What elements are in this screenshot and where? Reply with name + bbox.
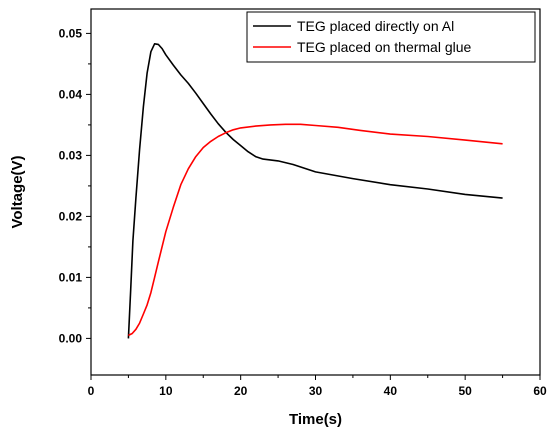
y-tick-label: 0.01 [59, 270, 83, 284]
legend-box [246, 11, 536, 63]
x-tick-label: 10 [159, 384, 173, 398]
axis-tick-labels: 0 10 20 30 40 50 60 0.00 0.01 0.02 0.03 0.04 0.05 [59, 26, 547, 398]
x-axis-title: Time(s) [289, 411, 342, 428]
y-axis-title: Voltage(V) [9, 155, 26, 228]
x-tick-label: 30 [309, 384, 323, 398]
legend-label-teg-on-glue: TEG placed on thermal glue [297, 39, 472, 55]
x-tick-label: 20 [234, 384, 248, 398]
plot-lines [127, 43, 503, 339]
y-tick-label: 0.05 [59, 26, 83, 40]
legend: TEG placed directly on Al TEG placed on … [246, 11, 536, 63]
legend-label-teg-on-al: TEG placed directly on Al [297, 18, 454, 34]
axis-ticks [86, 32, 541, 380]
plot-frame [90, 8, 541, 376]
x-tick-label: 50 [458, 384, 472, 398]
y-tick-label: 0.03 [59, 148, 83, 162]
x-tick-label: 0 [88, 384, 95, 398]
y-tick-label: 0.04 [59, 87, 83, 101]
series-line-teg-on-glue [128, 123, 503, 337]
y-tick-label: 0.02 [59, 209, 83, 223]
series-line-teg-on-al [127, 43, 503, 339]
x-tick-label: 40 [384, 384, 398, 398]
y-tick-label: 0.00 [59, 331, 83, 345]
x-tick-label: 60 [533, 384, 547, 398]
